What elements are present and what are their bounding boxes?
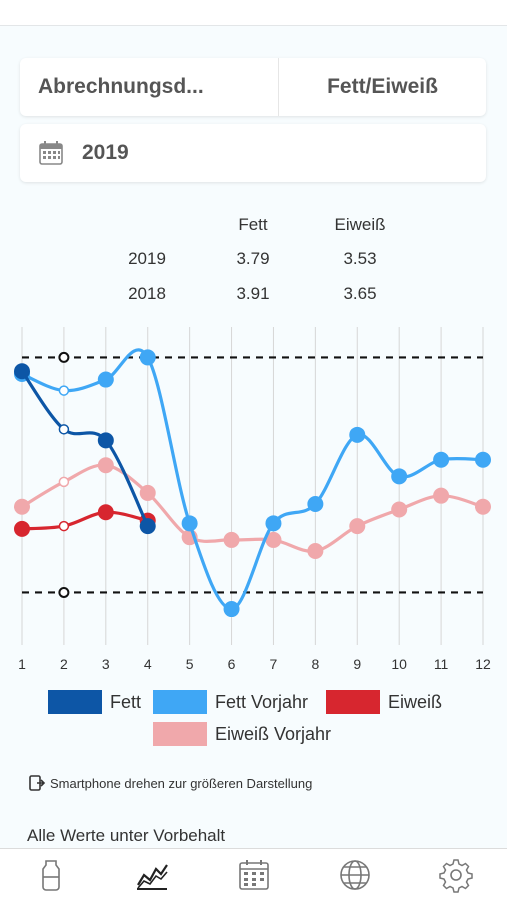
view-selector: Abrechnungsd... Fett/Eiweiß [20, 58, 486, 116]
data-point-fett-vorjahr [433, 451, 450, 468]
data-point-eiweiss-vorjahr [349, 518, 366, 535]
series-line-fett-vorjahr [21, 348, 484, 611]
data-point-fett-vorjahr [265, 515, 282, 532]
data-point-fett-vorjahr [97, 371, 114, 388]
x-tick-label: 8 [311, 656, 319, 672]
data-point-fett [97, 432, 114, 449]
data-point-eiweiss-vorjahr [265, 531, 282, 548]
data-point-eiweiss-vorjahr [307, 542, 324, 559]
legend-label-fett: Fett [110, 691, 142, 712]
rotate-phone-icon [29, 775, 46, 791]
series-line-fett [20, 370, 150, 527]
year-picker[interactable]: 2019 [20, 124, 486, 182]
x-tick-label: 4 [144, 656, 152, 672]
summary-row-eiweiss: 3.53 [343, 249, 377, 268]
x-tick-label: 12 [475, 656, 491, 672]
milk-can-icon[interactable] [33, 857, 69, 893]
summary-header-eiweiss: Eiweiß [334, 215, 386, 234]
data-point-fett-vorjahr [181, 515, 198, 532]
calendar-icon [39, 141, 63, 165]
x-tick-label: 3 [102, 656, 110, 672]
x-tick-label: 5 [186, 656, 194, 672]
data-point-fett [14, 363, 30, 380]
summary-row-year: 2018 [128, 284, 166, 303]
selected-point-marker [58, 520, 70, 532]
tab-bar [0, 848, 507, 901]
fat-protein-segment[interactable]: Fett/Eiweiß [327, 75, 438, 98]
data-point-fett-vorjahr [349, 426, 366, 443]
disclaimer: Alle Werte unter Vorbehalt [27, 826, 226, 845]
data-point-fett [139, 518, 156, 535]
x-tick-label: 7 [270, 656, 278, 672]
data-point-eiweiss-vorjahr [139, 484, 156, 501]
data-point-fett-vorjahr [223, 601, 240, 618]
x-tick-label: 6 [228, 656, 236, 672]
data-point-fett-vorjahr [475, 451, 491, 468]
summary-header-fett: Fett [238, 215, 268, 234]
reference-point-marker [58, 351, 70, 363]
chart-icon[interactable] [134, 857, 170, 893]
series-line-eiweiss [21, 510, 149, 531]
reference-point-marker [58, 586, 70, 598]
globe-icon[interactable] [337, 857, 373, 893]
legend-item-eiweiss[interactable]: Eiweiß [326, 690, 442, 714]
selected-point-marker [58, 476, 70, 488]
legend-label-eiweiss-vorjahr: Eiweiß Vorjahr [215, 723, 332, 744]
chart-legend: Fett Fett Vorjahr Eiweiß Eiweiß Vorjahr [0, 688, 507, 758]
legend-item-fett[interactable]: Fett [48, 690, 141, 714]
data-point-eiweiss [14, 520, 30, 537]
fat-protein-chart[interactable]: 1 2 3 4 5 6 7 8 9 10 11 12 [0, 325, 507, 680]
data-point-eiweiss-vorjahr [475, 498, 491, 515]
rotate-hint: Smartphone drehen zur größeren Darstellu… [28, 774, 312, 792]
x-tick-label: 11 [434, 656, 449, 672]
legend-label-fett-vorjahr: Fett Vorjahr [215, 691, 309, 712]
data-point-fett-vorjahr [391, 468, 408, 485]
summary-row-year: 2019 [128, 249, 166, 268]
summary-row-fett: 3.91 [236, 284, 270, 303]
data-point-eiweiss-vorjahr [14, 498, 30, 515]
data-point-eiweiss-vorjahr [391, 501, 408, 518]
top-bar [0, 0, 507, 26]
data-point-eiweiss [97, 504, 114, 521]
year-value: 2019 [82, 141, 129, 164]
data-point-eiweiss-vorjahr [97, 457, 114, 474]
x-tick-label: 1 [18, 656, 26, 672]
legend-item-fett-vorjahr[interactable]: Fett Vorjahr [153, 690, 308, 714]
settings-gear-icon[interactable] [438, 857, 474, 893]
data-point-eiweiss-vorjahr [223, 531, 240, 548]
summary-row-fett: 3.79 [236, 249, 270, 268]
legend-swatch-fett-vorjahr [153, 690, 207, 714]
data-point-eiweiss-vorjahr [433, 487, 450, 504]
legend-swatch-eiweiss-vorjahr [153, 722, 207, 746]
selected-point-marker [58, 424, 70, 435]
selected-point-marker [58, 385, 70, 396]
legend-label-eiweiss: Eiweiß [388, 691, 443, 712]
billing-date-segment[interactable]: Abrechnungsd... [20, 58, 279, 116]
legend-swatch-eiweiss [326, 690, 380, 714]
x-tick-label: 2 [60, 656, 68, 672]
calendar-tab-icon[interactable] [236, 857, 272, 893]
legend-item-eiweiss-vorjahr[interactable]: Eiweiß Vorjahr [153, 722, 331, 746]
summary-row-eiweiss: 3.65 [343, 284, 377, 303]
x-tick-label: 9 [353, 656, 361, 672]
rotate-hint-text: Smartphone drehen zur größeren Darstellu… [50, 775, 313, 791]
chart-svg: 1 2 3 4 5 6 7 8 9 10 11 12 [14, 327, 491, 672]
data-point-fett-vorjahr [139, 349, 156, 366]
data-point-fett-vorjahr [307, 495, 324, 512]
x-tick-label: 10 [391, 656, 407, 672]
series-line-eiweiss-vorjahr [21, 463, 484, 553]
legend-swatch-fett [48, 690, 102, 714]
